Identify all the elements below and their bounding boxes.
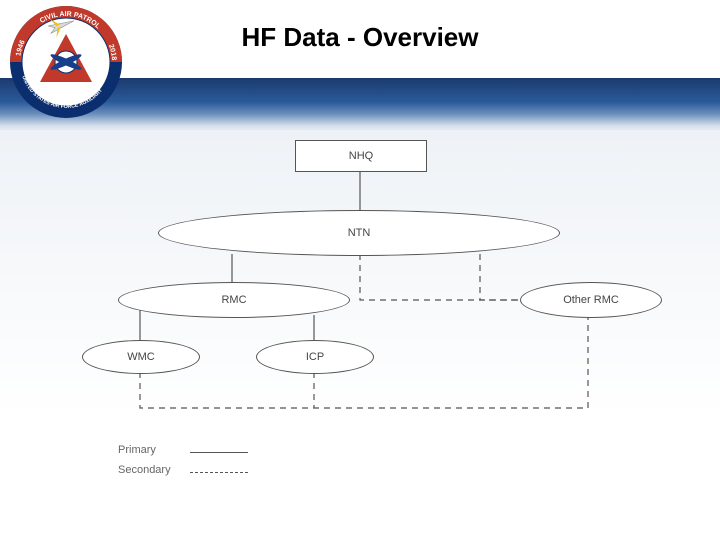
legend-primary-line bbox=[190, 452, 248, 453]
node-icp: ICP bbox=[256, 340, 374, 374]
legend-secondary-line bbox=[190, 472, 248, 473]
node-wmc: WMC bbox=[82, 340, 200, 374]
node-ntn: NTN bbox=[158, 210, 560, 256]
cap-logo: 1946 CIVIL AIR PATROL 2018 UNITED STATES… bbox=[6, 2, 126, 122]
legend-secondary-label: Secondary bbox=[118, 464, 171, 476]
node-other-rmc: Other RMC bbox=[520, 282, 662, 318]
diagram-area: NHQ NTN RMC Other RMC WMC ICP Primary Se… bbox=[0, 130, 720, 540]
legend-primary-label: Primary bbox=[118, 444, 156, 456]
diagram-lines bbox=[0, 130, 720, 540]
node-rmc: RMC bbox=[118, 282, 350, 318]
node-nhq: NHQ bbox=[295, 140, 427, 172]
